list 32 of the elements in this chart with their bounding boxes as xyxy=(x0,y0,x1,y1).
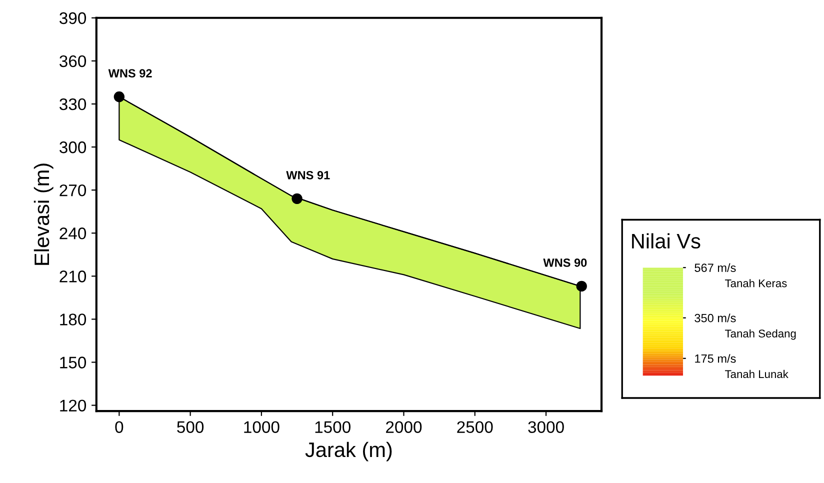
annotation: WNS 91 xyxy=(286,170,330,180)
y-tick-label: 270 xyxy=(60,184,86,196)
point xyxy=(114,91,125,102)
x-tick-label: 1500 xyxy=(315,421,350,433)
point xyxy=(576,280,587,292)
y-tick-label: 390 xyxy=(60,12,86,24)
text: Tanah Sedang xyxy=(725,329,796,340)
text: Tanah Lunak xyxy=(725,370,788,378)
x-tick-label: 2500 xyxy=(457,421,493,433)
y-tick-label: 240 xyxy=(60,228,86,240)
y-tick-label: 330 xyxy=(60,98,86,110)
x-tick-label: 500 xyxy=(177,421,204,433)
color-bar-title: Nilai Vs xyxy=(632,233,700,249)
point xyxy=(292,193,302,204)
x-tick-label: 1000 xyxy=(244,421,280,433)
x-tick-label: 3000 xyxy=(528,421,564,433)
annotation: WNS 92 xyxy=(108,69,152,78)
y-tick-label: 120 xyxy=(60,400,86,412)
annotation: WNS 90 xyxy=(543,258,587,267)
y-tick-label: 300 xyxy=(60,141,86,154)
x-axis-title: Jarak (m) xyxy=(305,442,392,462)
y-tick-label: 360 xyxy=(60,55,86,68)
color-bar-label: 175 m/s xyxy=(695,354,736,363)
y-axis-title: Elevasi (m) xyxy=(34,164,54,265)
y-tick-label: 210 xyxy=(60,270,86,282)
x-tick-label: 0 xyxy=(115,421,124,433)
y-tick-label: 150 xyxy=(60,356,86,368)
color-bar-label: 567 m/s xyxy=(694,263,736,272)
x-tick-label: 2000 xyxy=(386,421,422,433)
y-tick-label: 180 xyxy=(60,314,86,326)
text: Tanah Keras xyxy=(725,279,787,288)
color-bar-label: 350 m/s xyxy=(694,314,736,322)
